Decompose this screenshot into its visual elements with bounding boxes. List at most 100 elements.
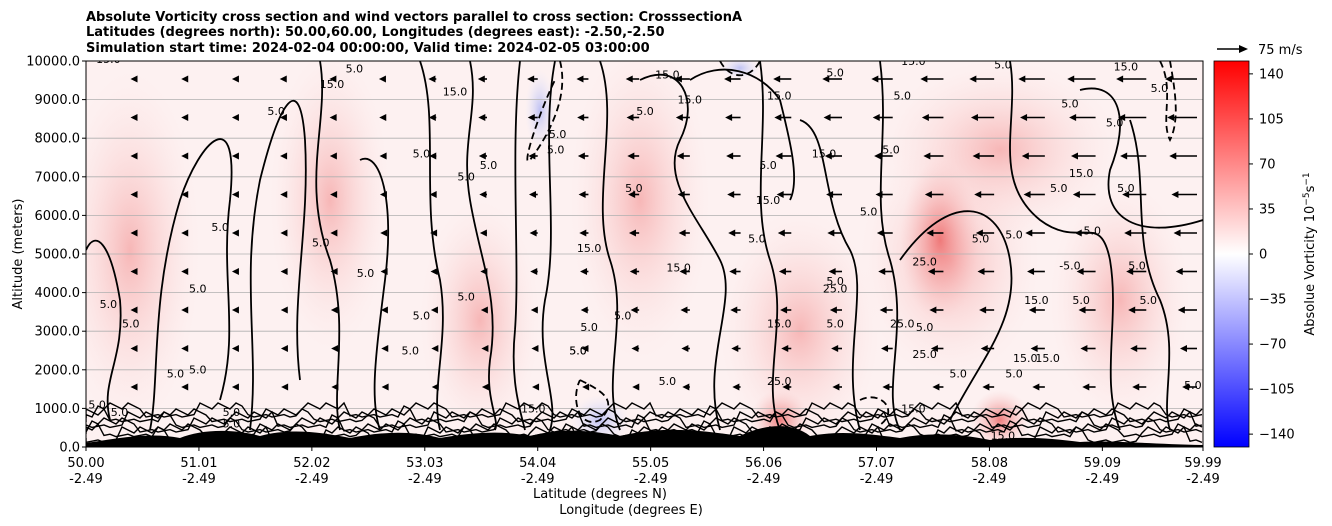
y-axis: 0.0 1000.0 2000.0 3000.0 4000.0 5000.0 6000.0 7… bbox=[26, 55, 86, 456]
contour-label: 5.0 bbox=[1106, 117, 1124, 130]
chart-title-line-1: Absolute Vorticity cross section and win… bbox=[86, 10, 742, 25]
colorbar-label: Absolue Vorticity 10−5s−1 bbox=[1302, 172, 1318, 335]
wind-vector-head bbox=[878, 268, 886, 275]
y-tick-label: 5000.0 bbox=[35, 248, 81, 263]
x-tick-label-longitude: -2.49 bbox=[973, 472, 1007, 487]
wind-vector-head bbox=[926, 229, 934, 237]
contour-label: 5.0 bbox=[759, 159, 777, 172]
wind-vector-head bbox=[576, 75, 584, 83]
wind-vector-head bbox=[1171, 191, 1179, 198]
wind-vector-head bbox=[1023, 191, 1031, 198]
wind-vector-head bbox=[528, 191, 536, 198]
wind-vector-head bbox=[969, 75, 977, 83]
wind-vector-head bbox=[824, 152, 832, 160]
wind-vectors bbox=[130, 75, 1197, 391]
wind-vector-head bbox=[281, 383, 289, 391]
contour-label: 5.0 bbox=[893, 90, 911, 103]
x-axis-label-latitude: Latitude (degrees N) bbox=[533, 487, 667, 502]
contour-label: 5.0 bbox=[1072, 294, 1090, 307]
wind-vector-head bbox=[580, 306, 588, 314]
contour-label: 15.0 bbox=[320, 78, 345, 91]
wind-vector-head bbox=[1021, 152, 1029, 160]
wind-vector-head bbox=[428, 114, 436, 121]
negative-contour-line bbox=[859, 396, 890, 426]
colorbar-tick-label: −105 bbox=[1259, 383, 1295, 398]
wind-vector-head bbox=[379, 152, 387, 160]
wind-vector-head bbox=[279, 114, 287, 121]
vorticity-patch bbox=[525, 70, 555, 150]
wind-vector-head bbox=[776, 191, 784, 198]
wind-vector-head bbox=[1070, 152, 1078, 160]
wind-vector-head bbox=[932, 383, 940, 391]
wind-vector-head bbox=[977, 268, 985, 275]
wind-vector-head bbox=[1128, 306, 1136, 314]
contour-label: 5.0 bbox=[1139, 294, 1157, 307]
wind-vector-head bbox=[730, 306, 738, 314]
colorbar-tick-label: −35 bbox=[1259, 293, 1286, 308]
contour-label: 15.0 bbox=[901, 402, 926, 415]
contour-label: 25.0 bbox=[767, 375, 792, 388]
contour-line bbox=[759, 61, 781, 431]
wind-vector-head bbox=[1020, 114, 1028, 121]
wind-vector-head bbox=[480, 268, 488, 275]
wind-vector-head bbox=[479, 191, 487, 198]
wind-vector-head bbox=[231, 152, 239, 160]
wind-vector-head bbox=[527, 75, 535, 83]
vorticity-patch bbox=[970, 390, 1030, 447]
wind-vector-head bbox=[329, 75, 337, 83]
contour-line bbox=[879, 61, 901, 431]
wind-vector-head bbox=[827, 229, 835, 237]
wind-vector-head bbox=[974, 191, 982, 198]
colorbar-tick-label: −70 bbox=[1259, 338, 1286, 353]
vorticity-patch bbox=[1050, 180, 1190, 420]
wind-vector-head bbox=[430, 268, 438, 275]
contour-line bbox=[512, 61, 526, 431]
wind-vector-head bbox=[231, 268, 239, 275]
colorbar-tick-label: 105 bbox=[1259, 112, 1284, 127]
wind-vector-head bbox=[676, 152, 684, 160]
x-tick-label-latitude: 52.02 bbox=[293, 456, 330, 471]
contour-label: 5.0 bbox=[636, 105, 654, 118]
wind-vector-head bbox=[879, 306, 887, 314]
wind-vector-head bbox=[130, 268, 138, 275]
wind-vector-head bbox=[972, 152, 980, 160]
wind-vector-head bbox=[679, 268, 687, 275]
negative-contour-line bbox=[526, 61, 564, 162]
wind-vector-head bbox=[1030, 345, 1038, 352]
contour-label: 15.0 bbox=[901, 55, 926, 68]
colorbar-tick-label: −140 bbox=[1259, 428, 1295, 443]
wind-vector-head bbox=[581, 345, 589, 352]
negative-contours bbox=[526, 61, 1177, 426]
wind-vector-head bbox=[872, 114, 880, 121]
wind-vector-head bbox=[1025, 229, 1033, 237]
negative-contour-line bbox=[575, 379, 610, 423]
wind-vector-head bbox=[381, 345, 389, 352]
wind-vector-head bbox=[379, 191, 387, 198]
contour-label: 5.0 bbox=[413, 148, 431, 161]
wind-vector-head bbox=[231, 306, 239, 314]
wind-vector-head bbox=[625, 75, 633, 83]
wind-vector-head bbox=[680, 306, 688, 314]
contour-label: 5.0 bbox=[569, 344, 587, 357]
y-tick-label: 0.0 bbox=[59, 441, 80, 456]
x-tick-label-longitude: -2.49 bbox=[182, 472, 216, 487]
contour-label: 5.0 bbox=[267, 105, 285, 118]
contour-label: 15.0 bbox=[1114, 61, 1139, 74]
y-tick-label: 1000.0 bbox=[35, 402, 81, 417]
wind-vector-head bbox=[732, 383, 740, 391]
wind-vector-head bbox=[130, 75, 138, 83]
wind-vector-head bbox=[775, 152, 783, 160]
contour-label: 5.0 bbox=[860, 205, 878, 218]
contour-line bbox=[541, 61, 556, 431]
contour-label: 5.0 bbox=[1117, 182, 1135, 195]
chart-title-line-2: Latitudes (degrees north): 50.00,60.00, … bbox=[86, 25, 665, 40]
wind-vector-head bbox=[975, 229, 983, 237]
contour-label: 25.0 bbox=[823, 283, 848, 296]
contour-label: 5.0 bbox=[659, 375, 677, 388]
wind-vector-head bbox=[777, 229, 785, 237]
wind-vector-head bbox=[181, 75, 189, 83]
wind-vector-head bbox=[874, 152, 882, 160]
wind-vector-head bbox=[921, 114, 929, 121]
wind-vector-head bbox=[531, 345, 539, 352]
x-axis-label-longitude: Longitude (degrees E) bbox=[559, 503, 703, 518]
